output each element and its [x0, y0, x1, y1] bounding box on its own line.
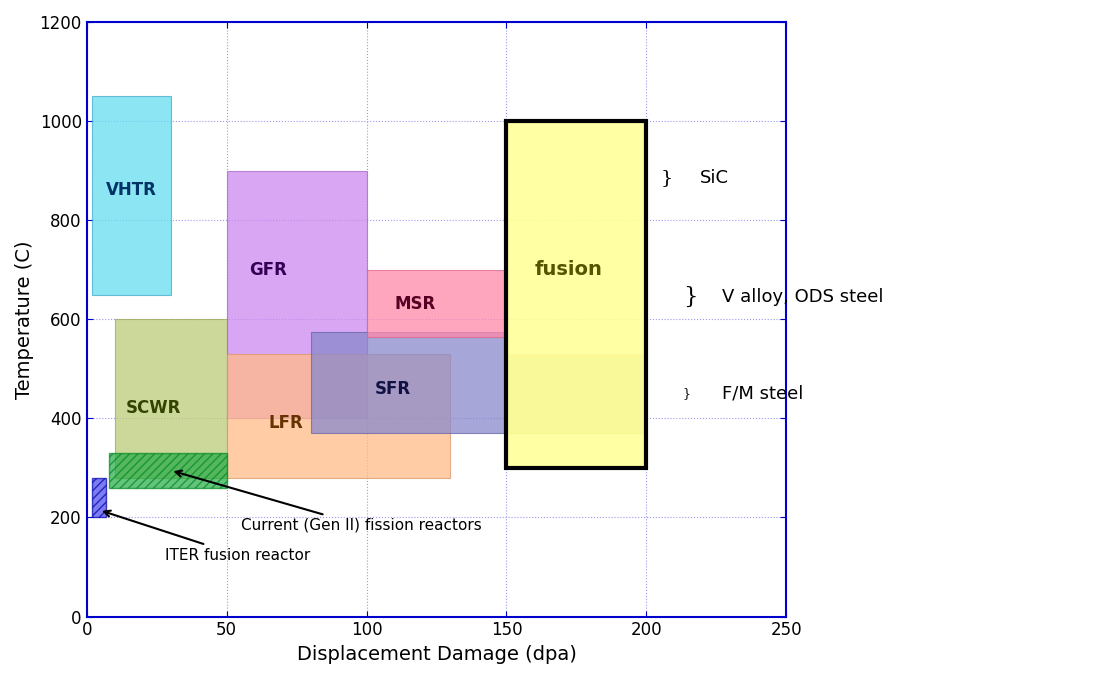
Y-axis label: Temperature (C): Temperature (C)	[15, 240, 34, 399]
Bar	[92, 96, 170, 295]
Bar	[115, 319, 227, 478]
Text: V alloy, ODS steel: V alloy, ODS steel	[722, 288, 883, 306]
Bar	[506, 121, 646, 468]
Text: SCWR: SCWR	[126, 399, 181, 418]
Bar	[227, 354, 451, 478]
Bar	[367, 270, 506, 337]
Text: MSR: MSR	[394, 295, 435, 314]
Text: }: }	[683, 387, 691, 400]
Text: F/M steel: F/M steel	[722, 384, 803, 403]
Text: SFR: SFR	[375, 380, 411, 398]
Text: SiC: SiC	[699, 169, 728, 187]
X-axis label: Displacement Damage (dpa): Displacement Damage (dpa)	[296, 645, 577, 664]
Text: }: }	[661, 169, 673, 187]
Bar	[109, 453, 227, 488]
Text: GFR: GFR	[249, 261, 287, 279]
Text: LFR: LFR	[269, 414, 303, 433]
Bar	[227, 170, 367, 418]
Bar	[311, 331, 506, 433]
Text: Current (Gen II) fission reactors: Current (Gen II) fission reactors	[176, 471, 482, 533]
Text: }: }	[683, 286, 697, 308]
Bar	[506, 356, 646, 433]
Text: ITER fusion reactor: ITER fusion reactor	[104, 511, 311, 563]
Text: VHTR: VHTR	[106, 181, 157, 200]
Text: fusion: fusion	[535, 260, 602, 279]
Bar	[506, 121, 646, 468]
Bar	[92, 478, 106, 517]
Bar	[506, 354, 646, 433]
